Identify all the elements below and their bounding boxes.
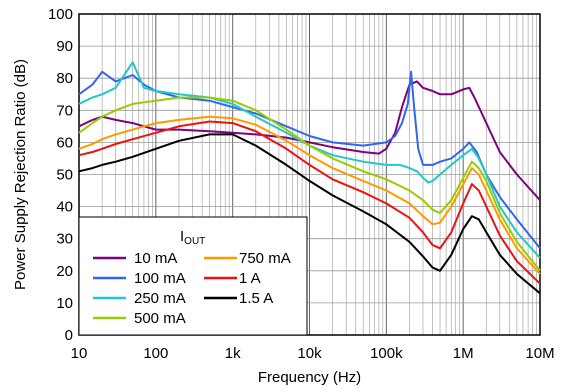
legend-label: 1 A xyxy=(239,270,261,287)
legend: IOUT 10 mA 100 mA 250 mA 500 mA 750 mA 1 A 1.5… xyxy=(78,216,308,336)
x-axis-ticks: 10 100 1k 10k 100k 1M 10M xyxy=(71,345,555,362)
y-tick-label: 90 xyxy=(56,38,73,55)
y-tick-label: 80 xyxy=(56,70,73,87)
y-axis-ticks: 0 10 20 30 40 50 60 70 80 90 100 xyxy=(48,6,73,344)
legend-title-main: I xyxy=(180,228,184,245)
y-tick-label: 100 xyxy=(48,6,73,23)
legend-items: 10 mA 100 mA 250 mA 500 mA 750 mA 1 A 1.5 A xyxy=(93,250,291,327)
series-line xyxy=(78,120,541,285)
x-tick-label: 1M xyxy=(453,345,474,362)
y-tick-label: 60 xyxy=(56,134,73,151)
legend-box xyxy=(78,216,308,336)
y-tick-label: 40 xyxy=(56,199,73,216)
y-tick-label: 20 xyxy=(56,263,73,280)
legend-label: 1.5 A xyxy=(239,290,273,307)
series-line xyxy=(78,96,541,272)
legend-label: 500 mA xyxy=(134,310,186,327)
series-line xyxy=(78,70,541,249)
y-tick-label: 30 xyxy=(56,231,73,248)
y-tick-label: 0 xyxy=(65,327,73,344)
series-line xyxy=(78,61,541,259)
legend-label: 10 mA xyxy=(134,250,177,267)
y-axis-label: Power Supply Rejection Ratio (dB) xyxy=(12,59,29,290)
x-tick-label: 1k xyxy=(225,345,241,362)
x-axis-label: Frequency (Hz) xyxy=(258,369,361,386)
legend-label: 100 mA xyxy=(134,270,186,287)
x-tick-label: 10 xyxy=(71,345,88,362)
legend-label: 250 mA xyxy=(134,290,186,307)
legend-label: 750 mA xyxy=(239,250,291,267)
plot-frame xyxy=(78,13,541,336)
series-lines xyxy=(78,61,541,295)
x-tick-label: 100k xyxy=(370,345,403,362)
series-line xyxy=(78,133,541,295)
legend-title: IOUT xyxy=(180,228,205,247)
y-tick-label: 10 xyxy=(56,295,73,312)
legend-title-sub: OUT xyxy=(184,236,205,247)
y-tick-label: 50 xyxy=(56,167,73,184)
x-tick-label: 10M xyxy=(525,345,554,362)
series-line xyxy=(78,115,541,275)
x-tick-label: 10k xyxy=(297,345,322,362)
x-tick-label: 100 xyxy=(143,345,168,362)
y-tick-label: 70 xyxy=(56,102,73,119)
